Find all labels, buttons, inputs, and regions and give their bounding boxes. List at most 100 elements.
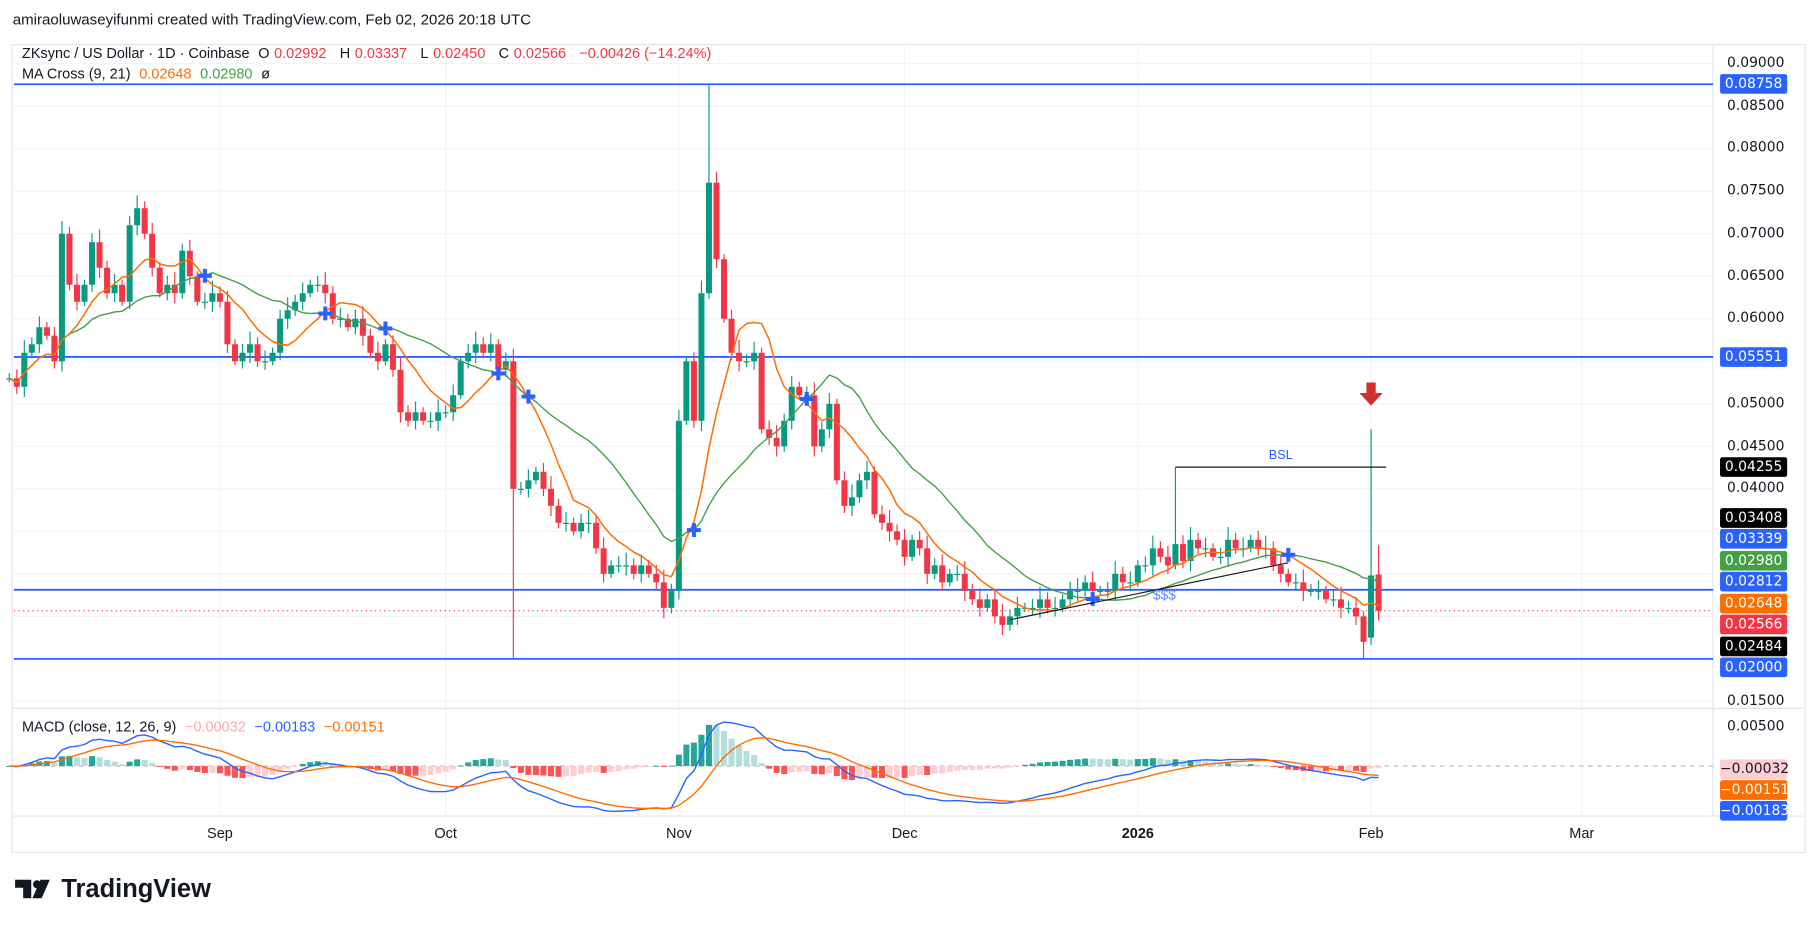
candle-body	[645, 565, 652, 574]
macd-histogram-bar	[743, 751, 750, 767]
candle-body	[239, 352, 246, 362]
candle-body	[766, 429, 773, 438]
low-label: L	[420, 45, 429, 62]
price-tick-label: 0.04000	[1726, 479, 1785, 496]
macd-histogram-bar	[848, 766, 855, 781]
ma-slow-value: 0.02980	[200, 65, 253, 83]
macd-histogram-bar	[630, 766, 637, 769]
macd-histogram-bar	[186, 766, 193, 771]
macd-histogram-bar	[766, 766, 773, 769]
macd-histogram-bar	[796, 766, 803, 772]
macd-histogram-bar	[1164, 759, 1171, 767]
macd-histogram-bar	[653, 765, 660, 767]
macd-histogram-bar	[585, 766, 592, 773]
candle-body	[1255, 539, 1262, 549]
candle-body	[1097, 590, 1104, 593]
macd-histogram-bar	[284, 766, 291, 769]
macd-histogram-bar	[532, 766, 539, 776]
macd-histogram-bar	[179, 766, 186, 770]
open-value: O 0.02992	[258, 45, 331, 61]
candle-body	[28, 344, 35, 353]
candle-body	[976, 599, 983, 608]
macd-histogram-bar	[1052, 761, 1059, 767]
candle-body	[1202, 548, 1209, 550]
candle-body	[1134, 565, 1141, 583]
macd-histogram-bar	[924, 766, 931, 775]
candle-body	[1300, 582, 1307, 591]
ma-settings-icon[interactable]: ø	[261, 65, 270, 83]
time-tick-label: Sep	[207, 825, 233, 842]
ma-cross-marker-icon	[686, 523, 701, 538]
price-label: 0.02566	[1720, 614, 1788, 635]
candle-body	[946, 573, 953, 583]
macd-title[interactable]: MACD (close, 12, 26, 9)	[21, 718, 177, 736]
macd-histogram-bar	[239, 766, 246, 779]
macd-histogram-bar	[540, 766, 547, 776]
macd-histogram-bar	[675, 754, 682, 767]
macd-histogram-bar	[886, 766, 893, 779]
macd-histogram-bar	[1225, 763, 1232, 767]
macd-histogram-bar	[89, 756, 96, 767]
candle-body	[1082, 582, 1089, 591]
macd-histogram-bar	[1119, 759, 1126, 767]
candle-body	[585, 522, 592, 524]
candle-body	[66, 233, 73, 285]
macd-value-label: −0.00032	[1720, 758, 1789, 779]
price-label: 0.02000	[1720, 657, 1788, 678]
macd-histogram-bar	[1307, 766, 1314, 772]
macd-hist-value: −0.00032	[185, 718, 246, 736]
candle-body	[540, 471, 547, 489]
candle-body	[728, 318, 735, 353]
tradingview-logo[interactable]: TradingView	[15, 874, 211, 904]
candle-body	[570, 522, 577, 532]
change-value: −0.00426 (−14.24%)	[579, 45, 712, 62]
candle-body	[901, 539, 908, 557]
candle-body	[58, 233, 65, 362]
candle-body	[156, 267, 163, 294]
candle-body	[871, 471, 878, 515]
macd-histogram-bar	[457, 765, 464, 767]
candle-body	[698, 293, 705, 421]
symbol-title[interactable]: ZKsync / US Dollar · 1D · Coinbase	[21, 45, 250, 62]
macd-histogram-bar	[683, 744, 690, 767]
price-tick-label: 0.09000	[1726, 54, 1785, 71]
macd-histogram-bar	[111, 761, 118, 767]
candle-body	[675, 420, 682, 591]
macd-histogram-bar	[818, 766, 825, 775]
candle-body	[1037, 599, 1044, 608]
price-label: 0.02648	[1720, 593, 1788, 614]
candle-body	[1089, 582, 1096, 591]
candle-body	[909, 539, 916, 557]
candle-body	[495, 344, 502, 370]
macd-histogram-bar	[961, 766, 968, 771]
macd-histogram-bar	[833, 766, 840, 777]
candle-body	[352, 318, 359, 328]
macd-histogram-bar	[593, 766, 600, 773]
macd-histogram-bar	[909, 766, 916, 777]
candle-body	[1157, 548, 1164, 557]
candle-body	[1368, 575, 1375, 638]
candle-body	[1179, 544, 1186, 562]
ma-cross-marker-icon	[1281, 547, 1296, 562]
credit-text: amiraoluwaseyifunmi created with Trading…	[12, 10, 532, 28]
ma-title[interactable]: MA Cross (9, 21)	[21, 65, 131, 83]
candle-body	[833, 403, 840, 481]
candle-body	[36, 327, 43, 345]
candle-body	[532, 471, 539, 481]
macd-histogram-bar	[773, 766, 780, 773]
high-number: 0.03337	[354, 45, 408, 62]
candle-body	[848, 497, 855, 506]
macd-histogram-bar	[608, 766, 615, 773]
candle-body	[450, 395, 457, 413]
macd-histogram-bar	[450, 766, 457, 770]
macd-histogram-bar	[660, 766, 667, 767]
candle-body	[1119, 573, 1126, 583]
time-tick-label: Dec	[891, 825, 918, 842]
candle-body	[171, 284, 178, 294]
candle-body	[924, 548, 931, 574]
ma-cross-marker-icon	[197, 268, 212, 283]
macd-histogram-bar	[96, 757, 103, 767]
candle-body	[961, 573, 968, 591]
candle-body	[382, 344, 389, 362]
